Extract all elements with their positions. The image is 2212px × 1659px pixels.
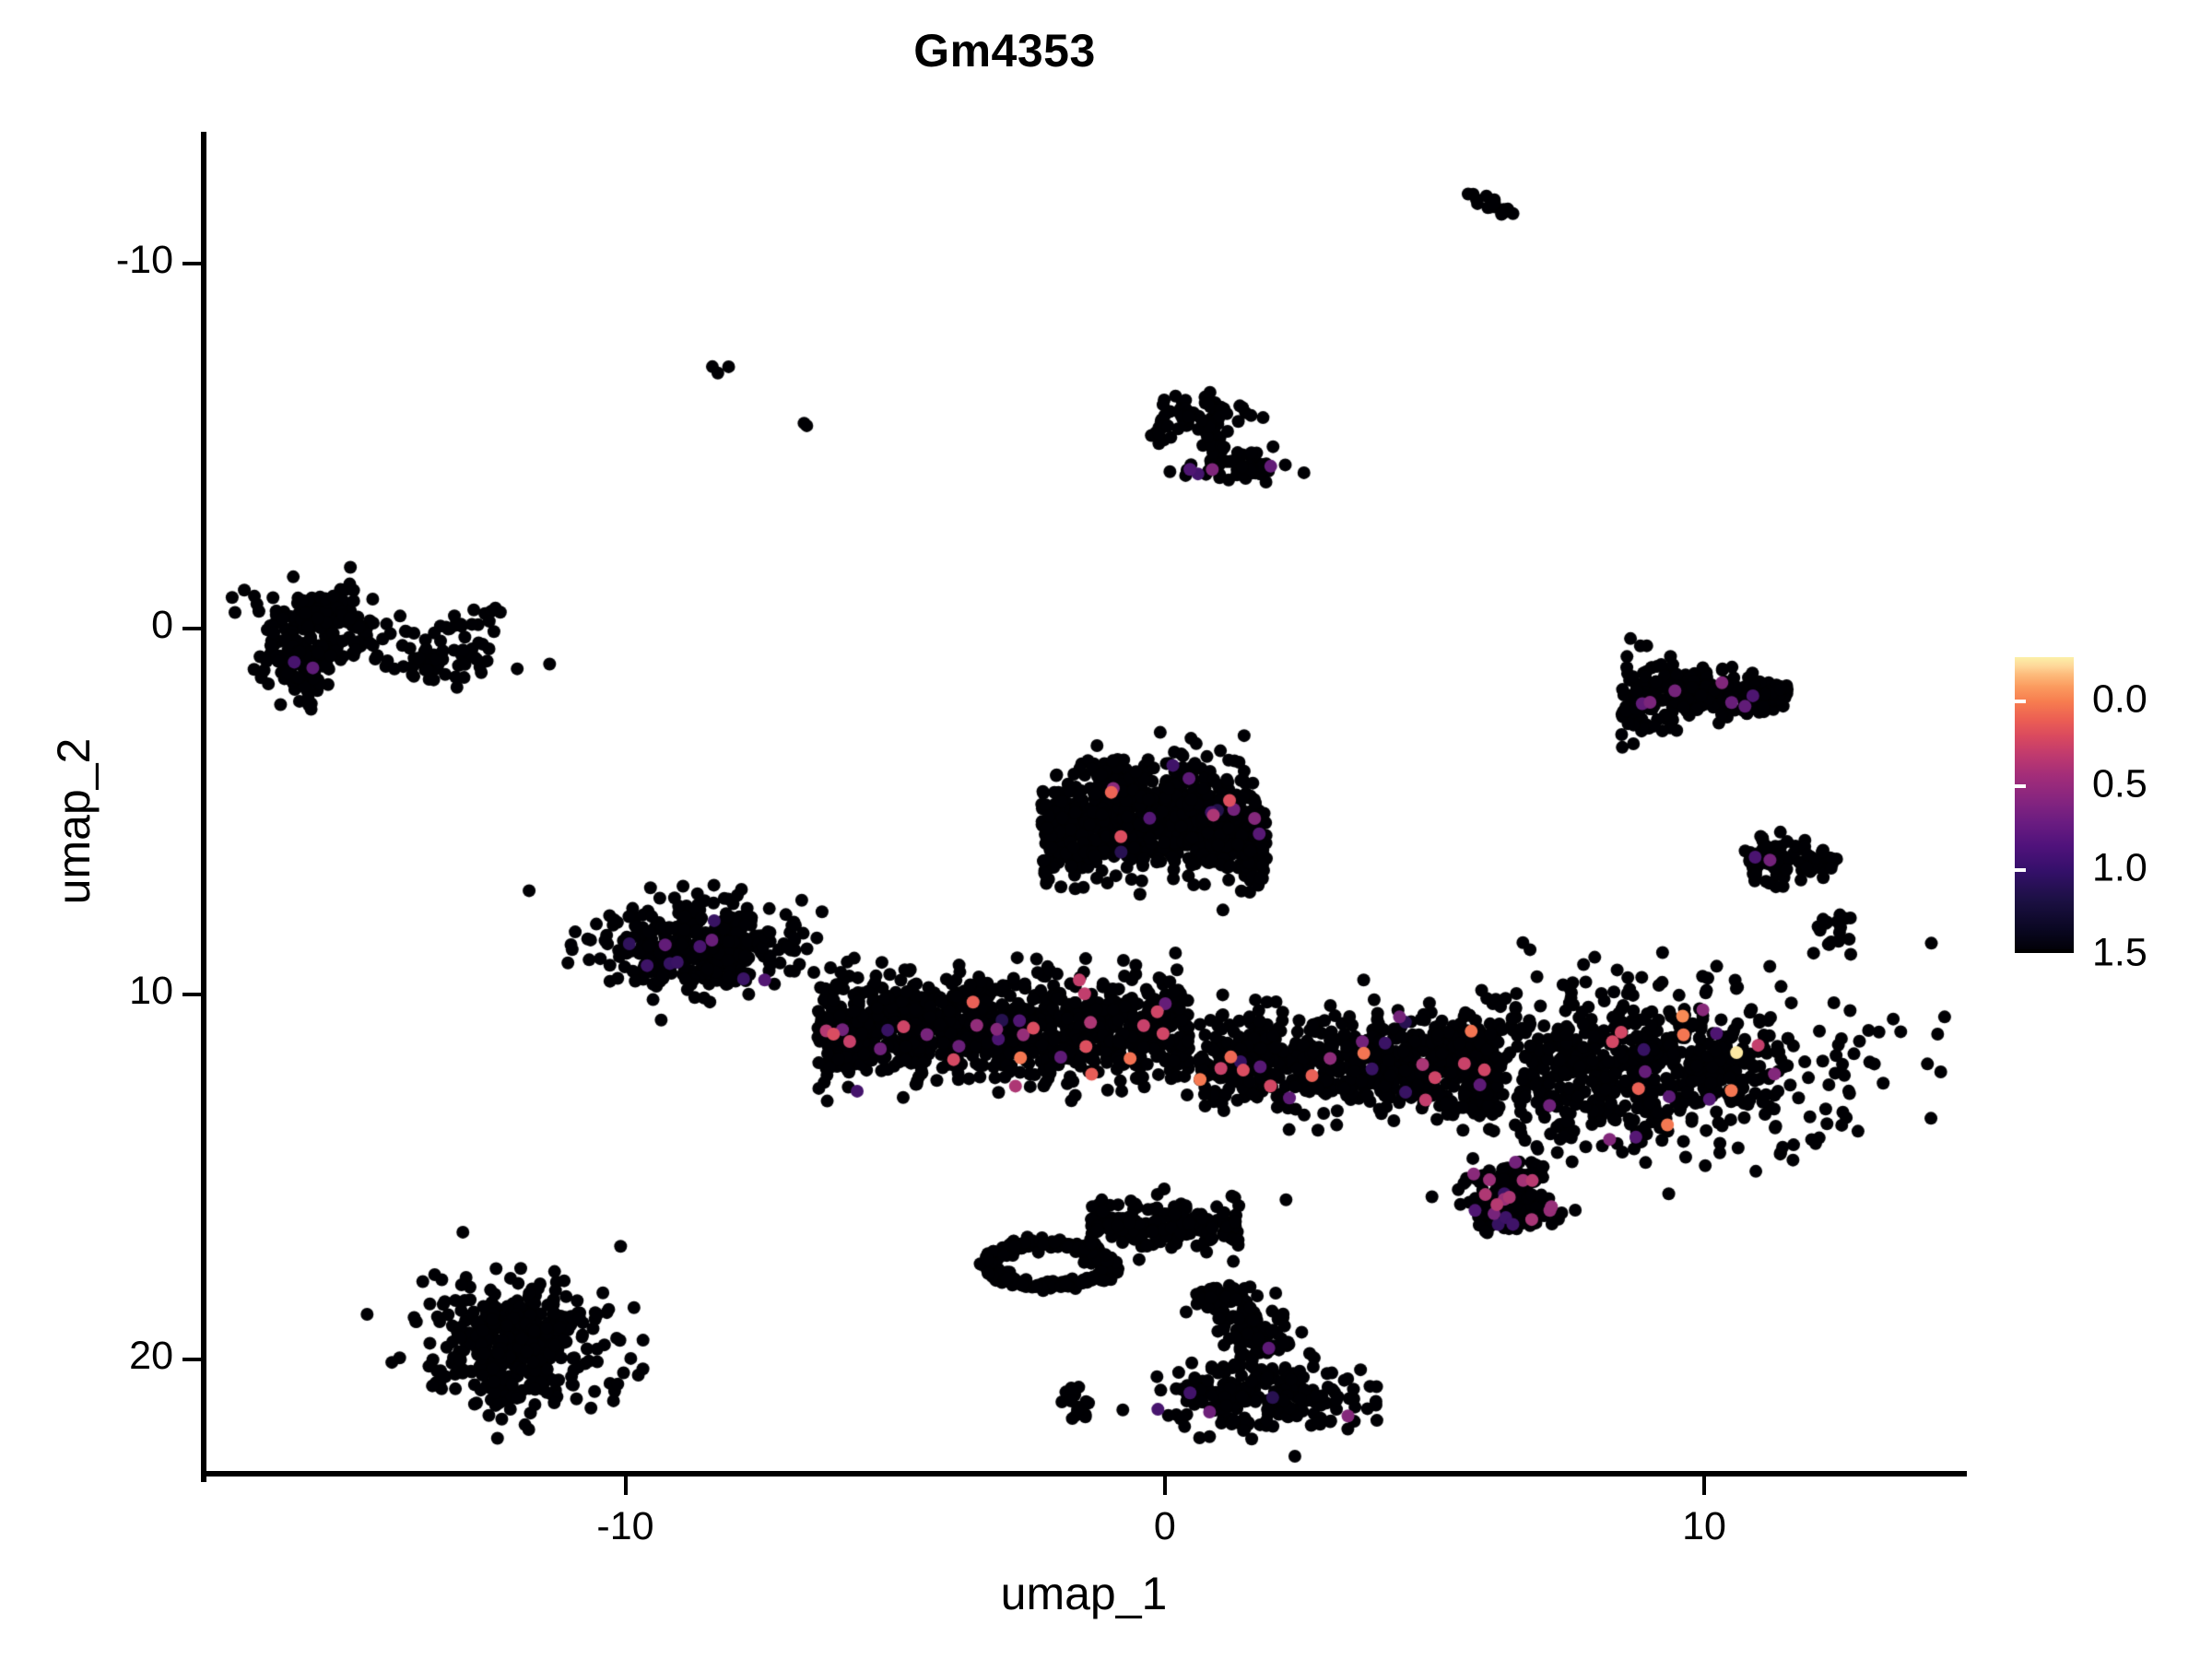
colorbar-tick-mark bbox=[2015, 949, 2074, 953]
colorbar-tick-label: 0.5 bbox=[2092, 761, 2147, 806]
x-axis-label: umap_1 bbox=[1000, 1568, 1168, 1619]
y-tick-label: 20 bbox=[129, 1334, 173, 1379]
colorbar-tick-label: 1.0 bbox=[2092, 845, 2147, 890]
colorbar-tick-mark bbox=[2015, 699, 2026, 703]
y-tick-label: -10 bbox=[115, 237, 173, 282]
x-tick-label: 10 bbox=[1682, 1504, 1726, 1548]
colorbar-tick-mark bbox=[2188, 783, 2199, 788]
y-tick-mark bbox=[182, 1358, 201, 1362]
colorbar-tick-label: 1.5 bbox=[2092, 930, 2147, 975]
x-tick-mark bbox=[1162, 1477, 1167, 1495]
y-axis-label: umap_2 bbox=[48, 737, 100, 905]
colorbar-tick-mark bbox=[2188, 868, 2199, 873]
y-tick-label: 10 bbox=[129, 968, 173, 1013]
page-title: Gm4353 bbox=[913, 25, 1096, 76]
colorbar-legend: 1.5 1.0 0.5 0.0 bbox=[2015, 657, 2199, 975]
x-tick-mark bbox=[1702, 1477, 1707, 1495]
colorbar-tick-label: 0.0 bbox=[2092, 677, 2147, 722]
x-tick-mark bbox=[623, 1477, 628, 1495]
x-tick-label: -10 bbox=[596, 1504, 654, 1548]
x-tick-label: 0 bbox=[1153, 1504, 1176, 1548]
colorbar-tick-mark bbox=[2188, 699, 2199, 703]
y-tick-mark bbox=[182, 627, 201, 631]
scatter-canvas bbox=[205, 132, 1963, 1477]
y-tick-label: 0 bbox=[151, 603, 173, 648]
colorbar-gradient bbox=[2015, 657, 2074, 953]
y-tick-mark bbox=[182, 992, 201, 996]
colorbar-tick-mark bbox=[2015, 868, 2026, 873]
colorbar-tick-mark bbox=[2015, 783, 2026, 788]
y-axis-line bbox=[201, 132, 206, 1482]
y-tick-mark bbox=[182, 261, 201, 265]
x-axis-line bbox=[201, 1471, 1967, 1477]
